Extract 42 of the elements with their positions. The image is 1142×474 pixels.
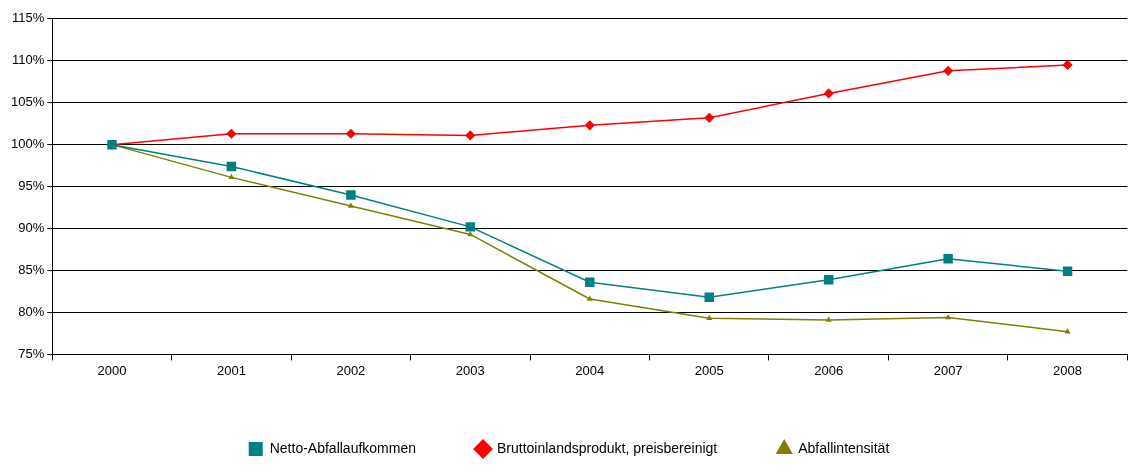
- y-tick-label: 105%: [11, 94, 45, 110]
- y-tick-label: 95%: [18, 178, 45, 194]
- point: [226, 161, 237, 172]
- point: [704, 292, 714, 303]
- point: [228, 173, 235, 180]
- point: [345, 128, 356, 139]
- y-tick-label: 90%: [18, 220, 45, 236]
- x-tick-label: 2006: [814, 362, 844, 378]
- point: [585, 277, 595, 287]
- point: [823, 88, 834, 99]
- x-tick-label: 2008: [1053, 362, 1083, 378]
- point: [943, 254, 953, 264]
- point: [226, 128, 237, 139]
- y-tick-label: 115%: [11, 10, 45, 26]
- point: [823, 274, 834, 285]
- point: [1062, 266, 1073, 277]
- point: [943, 65, 954, 76]
- x-tick-label: 2003: [455, 362, 485, 378]
- point: [346, 190, 356, 200]
- x-tick-label: 2002: [336, 362, 366, 378]
- point: [584, 120, 595, 131]
- y-tick-label: 85%: [18, 262, 45, 278]
- point: [347, 202, 354, 208]
- point: [1062, 59, 1073, 71]
- x-tick-label: 2004: [575, 362, 605, 378]
- x-tick-label: 2000: [97, 362, 127, 378]
- y-tick-label: 75%: [18, 345, 45, 361]
- legend-label: Bruttoinlandsprodukt, preisbereinigt: [497, 439, 718, 456]
- point: [465, 130, 476, 141]
- y-tick-label: 110%: [11, 52, 45, 68]
- point: [465, 222, 476, 232]
- x-tick-label: 2001: [216, 362, 246, 378]
- legend-label: Abfallintensität: [798, 439, 890, 456]
- y-tick-label: 80%: [18, 304, 45, 320]
- point: [704, 112, 715, 123]
- x-tick-label: 2005: [694, 362, 724, 378]
- x-tick-label: 2007: [933, 362, 963, 378]
- legend-label: Netto-Abfallaufkommen: [269, 439, 416, 456]
- point: [586, 295, 593, 301]
- point: [825, 316, 832, 322]
- point: [706, 314, 713, 321]
- y-tick-label: 100%: [11, 136, 45, 152]
